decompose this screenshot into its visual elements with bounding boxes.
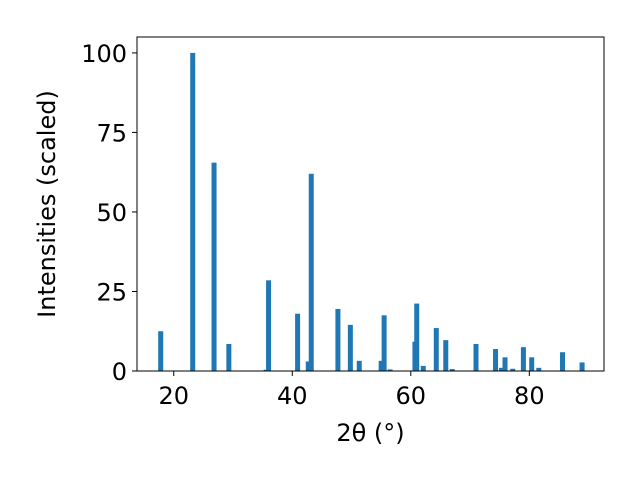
bar — [498, 367, 504, 371]
bar — [579, 362, 585, 371]
bar — [529, 357, 535, 371]
x-tick-label: 80 — [514, 382, 545, 410]
bar — [158, 331, 164, 371]
x-tick-label: 40 — [277, 382, 308, 410]
y-axis-label: Intensities (scaled) — [33, 90, 61, 318]
y-axis-ticks: 0 25 50 75 100 — [81, 40, 137, 386]
x-tick-label: 60 — [396, 382, 427, 410]
bar — [356, 360, 362, 371]
bar — [433, 328, 439, 371]
x-axis-ticks: 20 40 60 80 — [158, 371, 545, 410]
bar — [308, 173, 314, 371]
bar — [347, 324, 353, 371]
bar — [449, 369, 455, 371]
bar — [305, 361, 311, 371]
bar — [211, 162, 217, 371]
y-tick-label: 25 — [96, 278, 127, 306]
bar — [295, 313, 301, 371]
bar-series — [158, 52, 585, 372]
bar — [266, 280, 272, 371]
y-tick-label: 0 — [112, 358, 127, 386]
bar — [420, 365, 426, 371]
bar — [502, 357, 508, 371]
bar — [510, 368, 516, 371]
bar — [335, 308, 341, 371]
bar — [473, 343, 479, 371]
x-axis-label: 2θ (°) — [336, 419, 404, 447]
bar — [387, 369, 393, 371]
bar — [520, 347, 526, 371]
x-tick-label: 20 — [158, 382, 189, 410]
bar — [226, 343, 232, 371]
y-tick-label: 100 — [81, 40, 127, 68]
y-tick-label: 50 — [96, 199, 127, 227]
bar — [414, 303, 420, 371]
bar — [190, 52, 196, 372]
plot-frame — [136, 36, 605, 372]
bar — [493, 349, 499, 371]
bar — [443, 340, 449, 371]
bar — [536, 367, 542, 371]
bar — [381, 315, 387, 371]
bar — [378, 360, 384, 371]
y-tick-label: 75 — [96, 119, 127, 147]
bar — [560, 352, 566, 371]
